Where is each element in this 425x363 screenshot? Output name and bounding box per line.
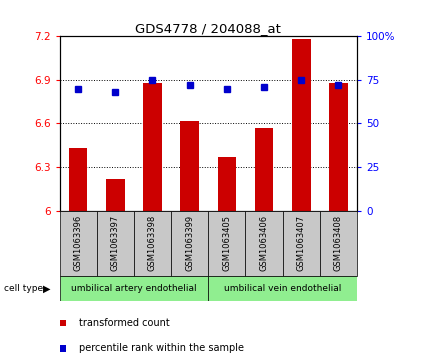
- Text: umbilical artery endothelial: umbilical artery endothelial: [71, 284, 197, 293]
- FancyBboxPatch shape: [134, 211, 171, 276]
- Text: GSM1063399: GSM1063399: [185, 215, 194, 271]
- Bar: [106, 179, 125, 211]
- Text: GSM1063407: GSM1063407: [297, 215, 306, 271]
- Text: cell type: cell type: [4, 284, 43, 293]
- FancyBboxPatch shape: [208, 276, 357, 301]
- Text: GSM1063397: GSM1063397: [111, 215, 120, 271]
- FancyBboxPatch shape: [171, 211, 208, 276]
- FancyBboxPatch shape: [283, 211, 320, 276]
- Text: percentile rank within the sample: percentile rank within the sample: [79, 343, 244, 354]
- Text: GSM1063398: GSM1063398: [148, 215, 157, 271]
- Bar: [292, 39, 311, 211]
- Text: ▶: ▶: [42, 284, 50, 294]
- Bar: [218, 157, 236, 211]
- Bar: [180, 121, 199, 211]
- FancyBboxPatch shape: [208, 211, 245, 276]
- Text: GSM1063408: GSM1063408: [334, 215, 343, 271]
- Text: transformed count: transformed count: [79, 318, 170, 328]
- FancyBboxPatch shape: [96, 211, 134, 276]
- Bar: [255, 128, 273, 211]
- FancyBboxPatch shape: [60, 211, 96, 276]
- Title: GDS4778 / 204088_at: GDS4778 / 204088_at: [135, 22, 281, 35]
- FancyBboxPatch shape: [245, 211, 283, 276]
- Text: GSM1063405: GSM1063405: [222, 215, 231, 271]
- Bar: [329, 83, 348, 211]
- FancyBboxPatch shape: [320, 211, 357, 276]
- Text: GSM1063396: GSM1063396: [74, 215, 82, 271]
- Text: umbilical vein endothelial: umbilical vein endothelial: [224, 284, 341, 293]
- Bar: [143, 83, 162, 211]
- Bar: [69, 148, 88, 211]
- FancyBboxPatch shape: [60, 276, 208, 301]
- Text: GSM1063406: GSM1063406: [260, 215, 269, 271]
